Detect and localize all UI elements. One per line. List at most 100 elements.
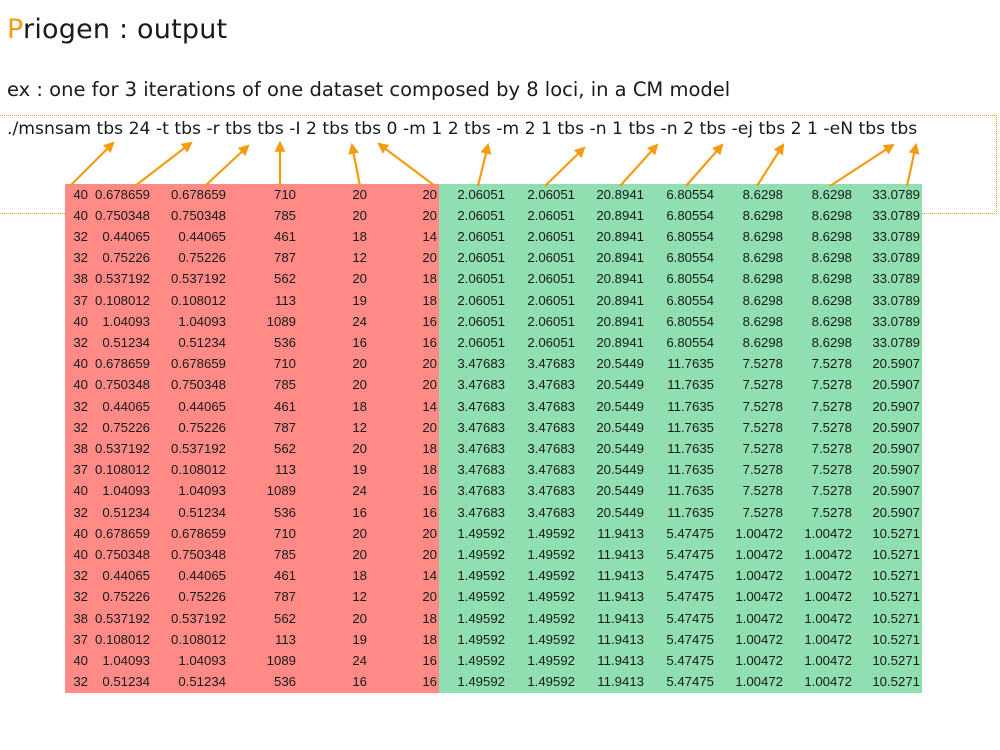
table-cell: 6.80554	[666, 292, 714, 308]
table-cell: 2.06051	[457, 207, 505, 223]
table-cell: 0.51234	[102, 674, 150, 690]
table-cell: 6.80554	[666, 271, 714, 287]
table-cell: 0.44065	[102, 229, 150, 244]
table-cell: 24	[352, 653, 367, 669]
table-cell: 1.49592	[457, 525, 505, 541]
table-cell: 562	[273, 441, 296, 457]
table-cell: 787	[273, 250, 296, 266]
table-cell: 562	[273, 610, 296, 626]
table-cell: 1.00472	[804, 568, 852, 584]
table-cell: 12	[352, 419, 367, 435]
table-cell: 7.5278	[742, 441, 783, 457]
table-row: 37 0.108012 0.108012 113 19 18 3.47683 3.47683 2…	[65, 460, 922, 481]
table-cell: 0.537192	[94, 271, 150, 287]
table-cell: 1.04093	[102, 313, 150, 329]
table-cell: 20.5449	[596, 377, 644, 393]
table-cell: 1.04093	[178, 653, 226, 669]
table-cell: 20.5449	[596, 504, 644, 520]
table-cell: 33.0789	[872, 313, 920, 329]
table-cell: 8.6298	[742, 335, 783, 351]
table-cell: 11.9413	[597, 674, 644, 690]
table-cell: 7.5278	[742, 504, 783, 520]
table-cell: 3.47683	[527, 462, 575, 478]
table-cell: 20.5907	[872, 483, 920, 499]
table-cell: 33.0789	[872, 335, 920, 351]
table-cell: 20.5907	[872, 419, 920, 435]
table-cell: 8.6298	[811, 313, 852, 329]
table-cell: 3.47683	[527, 419, 575, 435]
table-cell: 3.47683	[527, 483, 575, 499]
table-cell: 0.678659	[170, 356, 226, 372]
table-cell: 20	[422, 547, 437, 563]
table-cell: 7.5278	[742, 462, 783, 478]
table-cell: 461	[273, 398, 296, 414]
table-cell: 2.06051	[527, 335, 575, 351]
table-cell: 5.47475	[666, 589, 714, 605]
table-cell: 0.678659	[170, 525, 226, 541]
table-cell: 0.108012	[94, 292, 150, 308]
table-cell: 18	[422, 462, 437, 478]
table-cell: 1.49592	[527, 547, 575, 563]
table-cell: 16	[352, 335, 367, 351]
table-cell: 7.5278	[811, 356, 852, 372]
table-cell: 20	[422, 589, 437, 605]
table-cell: 0.678659	[94, 186, 150, 202]
table-cell: 1.49592	[457, 610, 505, 626]
table-cell: 20.8941	[596, 250, 644, 266]
table-cell: 710	[273, 356, 296, 372]
table-cell: 1.49592	[457, 568, 505, 584]
table-cell: 0.537192	[94, 441, 150, 457]
table-cell: 0.75226	[102, 250, 150, 266]
table-cell: 18	[352, 229, 367, 244]
table-cell: 14	[422, 229, 437, 244]
table-cell: 16	[422, 335, 437, 351]
table-cell: 1.00472	[804, 653, 852, 669]
table-cell: 12	[352, 589, 367, 605]
table-cell: 38	[73, 441, 88, 457]
table-cell: 20.8941	[596, 292, 644, 308]
table-cell: 2.06051	[527, 271, 575, 287]
table-cell: 11.9413	[597, 568, 644, 584]
table-cell: 10.5271	[872, 674, 920, 690]
table-cell: 1.00472	[735, 525, 783, 541]
table-cell: 20.5907	[872, 398, 920, 414]
table-cell: 18	[422, 441, 437, 457]
table-cell: 1.00472	[804, 547, 852, 563]
table-cell: 38	[73, 610, 88, 626]
table-cell: 32	[73, 568, 88, 584]
table-cell: 785	[273, 547, 296, 563]
table-cell: 787	[273, 589, 296, 605]
table-cell: 7.5278	[742, 356, 783, 372]
table-cell: 37	[73, 631, 88, 647]
table-cell: 7.5278	[811, 419, 852, 435]
table-cell: 11.9413	[597, 653, 644, 669]
table-cell: 0.678659	[94, 356, 150, 372]
table-cell: 5.47475	[666, 653, 714, 669]
table-cell: 20	[422, 207, 437, 223]
table-row: 37 0.108012 0.108012 113 19 18 1.49592 1.49592 1…	[65, 629, 922, 650]
table-cell: 0.750348	[170, 207, 226, 223]
table-cell: 7.5278	[742, 419, 783, 435]
table-cell: 0.75226	[102, 589, 150, 605]
table-cell: 24	[352, 483, 367, 499]
table-cell: 1089	[266, 653, 296, 669]
table-cell: 536	[273, 674, 296, 690]
table-cell: 6.80554	[666, 186, 714, 202]
msnsam-command-line: ./msnsam tbs 24 -t tbs -r tbs tbs -I 2 t…	[7, 119, 918, 139]
table-cell: 8.6298	[811, 250, 852, 266]
table-cell: 37	[73, 292, 88, 308]
table-cell: 16	[422, 504, 437, 520]
table-cell: 16	[352, 504, 367, 520]
table-cell: 710	[273, 186, 296, 202]
table-cell: 5.47475	[666, 610, 714, 626]
table-cell: 8.6298	[811, 207, 852, 223]
table-cell: 11.7635	[667, 377, 714, 393]
table-cell: 20.8941	[596, 271, 644, 287]
table-cell: 0.51234	[102, 335, 150, 351]
table-row: 40 1.04093 1.04093 1089 24 16 2.06051 2.06051 20…	[65, 311, 922, 332]
table-cell: 10.5271	[872, 631, 920, 647]
table-cell: 0.537192	[170, 441, 226, 457]
table-cell: 18	[422, 610, 437, 626]
table-cell: 5.47475	[666, 631, 714, 647]
table-cell: 1.00472	[804, 674, 852, 690]
